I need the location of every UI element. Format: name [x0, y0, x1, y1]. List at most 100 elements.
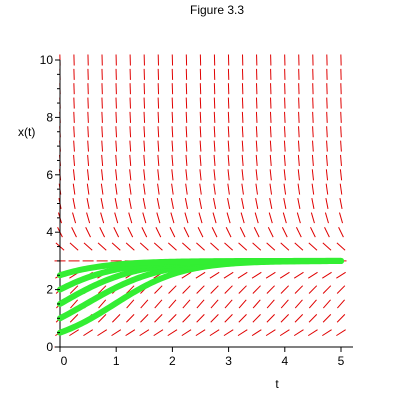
x-tick-label: 2 — [169, 354, 176, 368]
field-segment — [125, 242, 135, 251]
field-segment — [322, 242, 332, 251]
solution-curve-5 — [57, 257, 344, 279]
field-segment — [322, 299, 331, 309]
field-segment — [310, 227, 316, 238]
field-segment — [237, 329, 248, 337]
field-segment — [182, 299, 191, 309]
field-segment — [255, 126, 258, 138]
field-segment — [336, 314, 346, 323]
field-segment — [223, 329, 234, 337]
field-segment — [100, 183, 104, 195]
field-segment — [336, 271, 346, 279]
field-segment — [185, 154, 188, 166]
field-segment — [128, 198, 132, 209]
field-segment — [266, 242, 276, 251]
field-segment — [339, 169, 343, 181]
field-segment — [196, 242, 205, 251]
field-segment — [115, 111, 117, 123]
field-segment — [252, 242, 262, 251]
field-segment — [210, 242, 219, 251]
field-segment — [199, 154, 202, 166]
field-segment — [98, 299, 107, 309]
field-segment — [322, 285, 332, 294]
field-segment — [312, 126, 314, 138]
field-segment — [340, 126, 342, 138]
field-segment — [87, 111, 89, 123]
field-segment — [70, 299, 79, 309]
field-segment — [224, 314, 233, 323]
field-segment — [211, 227, 218, 238]
field-segment — [170, 198, 174, 209]
field-segment — [72, 198, 76, 209]
y-tick-label: 6 — [46, 168, 53, 182]
field-segment — [153, 242, 163, 251]
field-segment — [283, 126, 286, 138]
y-tick-label: 2 — [46, 283, 53, 297]
field-segment — [142, 198, 146, 209]
field-segment — [283, 169, 286, 181]
field-segment — [181, 271, 192, 279]
field-segment — [97, 285, 107, 294]
field-segment — [227, 198, 231, 209]
field-segment — [238, 285, 247, 294]
x-axis-label: t — [275, 377, 279, 391]
field-segment — [156, 198, 160, 209]
field-segment — [198, 212, 203, 224]
field-segment — [209, 271, 220, 279]
field-segment — [326, 111, 328, 123]
field-segment — [312, 111, 314, 123]
field-segment — [111, 329, 122, 337]
field-segment — [69, 314, 79, 323]
field-segment — [170, 212, 175, 224]
field-segment — [99, 227, 106, 238]
field-segment — [253, 227, 260, 238]
field-segment — [298, 111, 300, 123]
field-segment — [213, 154, 216, 166]
field-segment — [73, 140, 75, 152]
field-segment — [69, 242, 79, 251]
field-segment — [143, 126, 146, 138]
x-tick-label: 0 — [61, 354, 68, 368]
x-tick-label: 1 — [113, 354, 120, 368]
field-segment — [326, 126, 328, 138]
field-segment — [212, 198, 217, 209]
field-segment — [115, 154, 118, 166]
field-segment — [283, 198, 287, 209]
field-segment — [87, 126, 89, 138]
field-segment — [307, 329, 318, 337]
field-segment — [72, 212, 77, 224]
field-segment — [97, 314, 107, 323]
field-segment — [224, 299, 233, 309]
field-segment — [294, 242, 304, 251]
field-segment — [115, 126, 118, 138]
field-segment — [265, 329, 276, 337]
chart-title: Figure 3.3 — [190, 3, 244, 17]
direction-field — [54, 54, 347, 348]
field-segment — [73, 111, 75, 123]
field-segment — [198, 198, 203, 209]
field-segment — [340, 154, 342, 166]
field-segment — [324, 227, 330, 238]
field-segment — [115, 140, 118, 152]
field-segment — [252, 285, 261, 294]
field-segment — [171, 183, 174, 195]
field-segment — [297, 140, 300, 152]
field-segment — [87, 140, 89, 152]
field-segment — [196, 299, 205, 309]
field-segment — [196, 285, 205, 294]
x-tick-label: 4 — [281, 354, 288, 368]
field-segment — [325, 169, 329, 181]
field-segment — [282, 212, 287, 224]
field-segment — [171, 140, 174, 152]
field-segment — [297, 169, 300, 181]
field-segment — [140, 314, 149, 323]
field-segment — [322, 314, 332, 323]
field-segment — [227, 126, 230, 138]
field-segment — [269, 111, 272, 123]
field-segment — [129, 169, 132, 181]
field-segment — [224, 242, 234, 251]
field-segment — [171, 126, 174, 138]
solution-curves — [57, 257, 344, 336]
field-segment — [157, 111, 160, 123]
field-segment — [210, 314, 219, 323]
